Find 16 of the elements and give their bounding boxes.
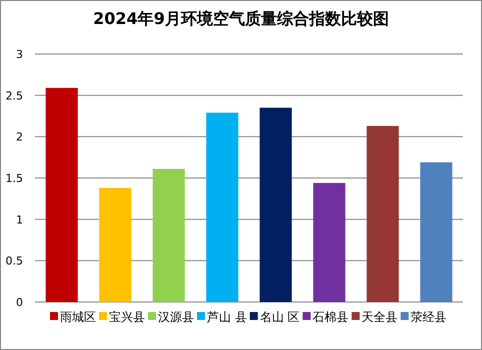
y-tick-label: 1 [16,213,23,226]
chart-title: 2024年9月环境空气质量综合指数比较图 [93,9,389,28]
legend-label: 汉源县 [158,310,194,324]
legend-label: 天全县 [362,310,398,324]
y-tick-label: 2 [16,130,23,144]
legend-label: 名山 区 [260,310,300,324]
legend-label: 芦山 县 [207,310,247,324]
y-tick-label: 0 [16,296,23,309]
legend-label: 宝兴县 [109,310,145,324]
legend-label: 荥经县 [410,310,447,324]
legend-label: 石棉县 [312,310,349,324]
y-tick-label: 3 [16,48,23,61]
y-tick-label: 1.5 [6,172,23,185]
legend-label: 雨城区 [60,310,96,324]
y-tick-label: 0.5 [6,254,23,268]
y-tick-label: 2.5 [6,89,23,102]
